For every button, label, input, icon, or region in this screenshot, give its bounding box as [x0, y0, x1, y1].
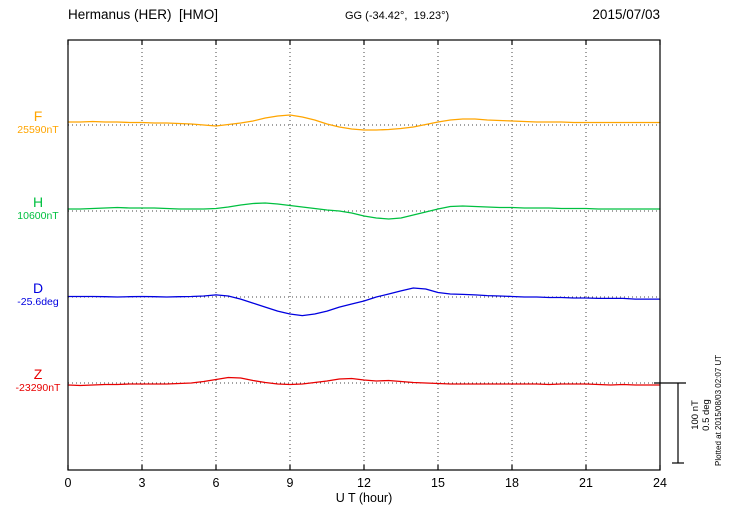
x-tick-label: 3: [139, 476, 146, 490]
x-tick-label: 15: [431, 476, 445, 490]
series-name: D: [32, 280, 44, 296]
x-tick-label: 6: [213, 476, 220, 490]
geo-coordinates: GG (-34.42°, 19.23°): [345, 10, 450, 22]
x-tick-label: 0: [65, 476, 72, 490]
x-tick-label: 18: [505, 476, 519, 490]
series-baseline-value: 10600nT: [17, 210, 59, 222]
scale-nt-label: 100 nT: [690, 400, 701, 430]
trace-F: [67, 114, 661, 131]
scale-bar-labels: 100 nT 0.5 deg: [690, 375, 712, 455]
x-tick-label: 9: [287, 476, 294, 490]
scale-deg-label: 0.5 deg: [701, 399, 712, 431]
trace-Z: [67, 376, 661, 387]
series-baseline-value: -25.6deg: [17, 296, 59, 308]
trace-H: [67, 202, 661, 220]
x-axis-title: U T (hour): [335, 491, 393, 505]
plot-frame: [67, 39, 661, 471]
plotted-at-note: Plotted at 2015/08/03 02:07 UT: [714, 354, 723, 466]
x-tick-label: 21: [579, 476, 593, 490]
series-label-Z: Z -23290nT: [5, 366, 71, 394]
station-title: Hermanus (HER) [HMO]: [68, 7, 219, 22]
series-label-H: H 10600nT: [5, 194, 71, 222]
series-name: H: [32, 194, 44, 210]
x-tick-label: 24: [653, 476, 667, 490]
series-baseline-value: 25590nT: [17, 124, 59, 136]
x-tick-label: 12: [357, 476, 371, 490]
date-label: 2015/07/03: [592, 7, 660, 22]
series-label-F: F 25590nT: [5, 108, 71, 136]
series-baseline-value: -23290nT: [15, 382, 61, 394]
series-label-D: D -25.6deg: [5, 280, 71, 308]
series-name: Z: [33, 366, 43, 382]
series-name: F: [33, 108, 43, 124]
trace-D: [67, 287, 661, 317]
